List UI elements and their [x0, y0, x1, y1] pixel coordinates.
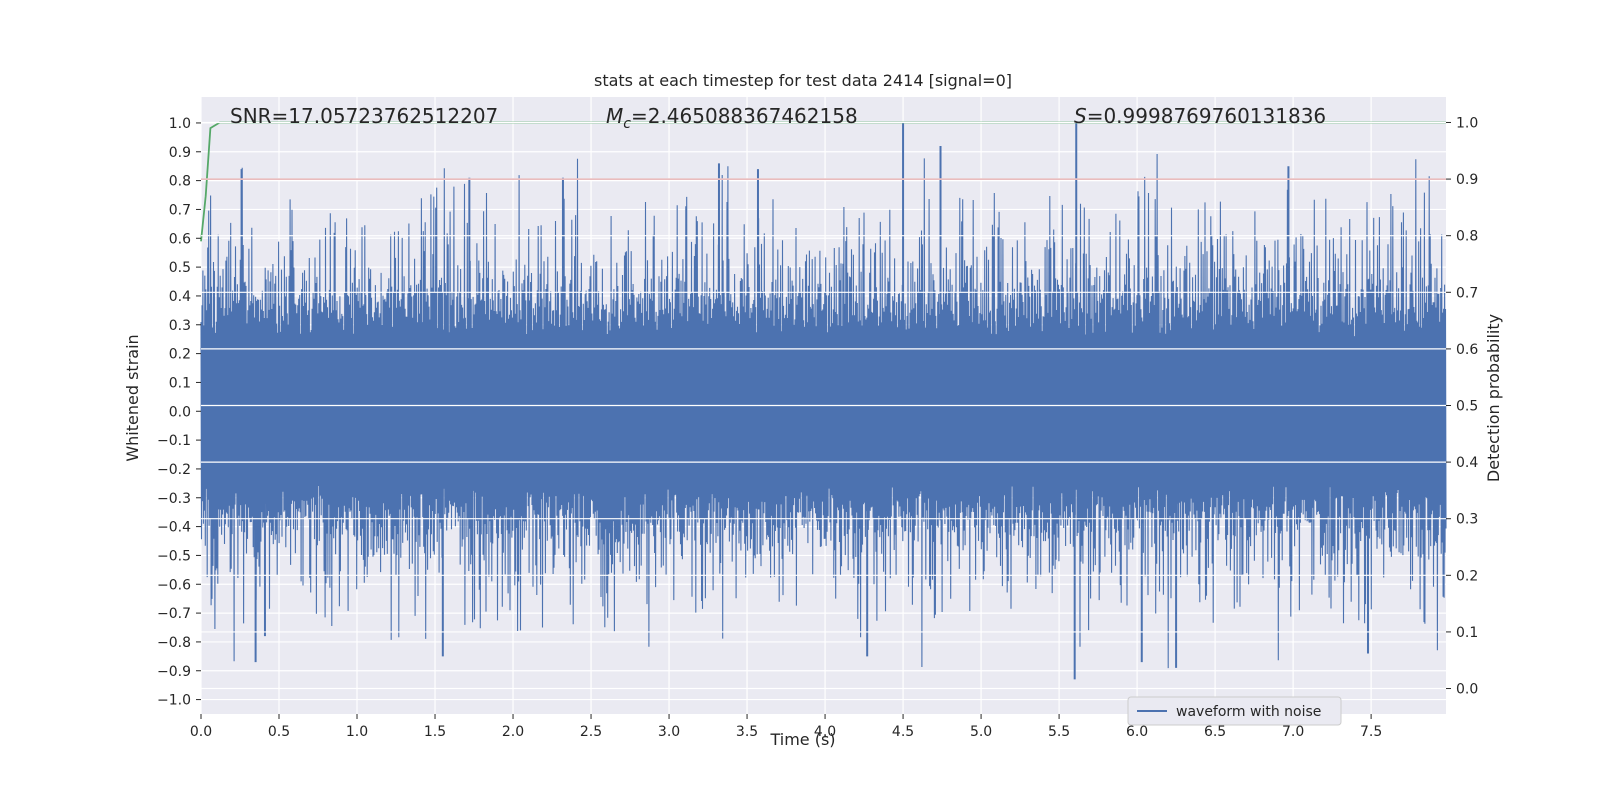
y-left-tick-label: 1.0	[169, 116, 191, 132]
y-right-tick-label: 0.0	[1456, 682, 1478, 698]
y-left-tick-label: 0.8	[169, 174, 191, 190]
y-left-tick-label: −0.2	[157, 462, 191, 478]
x-tick-label: 3.5	[736, 724, 758, 740]
chirp-mass-annotation: Mc=2.465088367462158	[606, 104, 858, 132]
x-tick-label: 0.0	[190, 724, 212, 740]
y-left-tick-label: 0.9	[169, 145, 191, 161]
x-tick-label: 7.5	[1360, 724, 1382, 740]
x-axis-ticks: 0.0 0.5 1.0 1.5 2.0 2.5 3.0 3.5 4.0 4.5 5.0 5.5 6.0 6…	[190, 714, 1382, 740]
x-axis-label: Time (s)	[769, 730, 835, 749]
y-right-tick-label: 0.2	[1456, 568, 1478, 584]
x-tick-label: 3.0	[658, 724, 680, 740]
y-left-tick-label: −0.4	[157, 520, 191, 536]
x-tick-label: 6.0	[1126, 724, 1148, 740]
x-tick-label: 0.5	[268, 724, 290, 740]
y-left-tick-label: −1.0	[157, 693, 191, 709]
y-left-tick-label: −0.3	[157, 491, 191, 507]
y-left-tick-label: 0.1	[169, 375, 191, 391]
x-tick-label: 1.0	[346, 724, 368, 740]
grid-overlay	[201, 121, 1446, 690]
y-right-axis-ticks: 1.0 0.9 0.8 0.7 0.6 0.5 0.4 0.3 0.2 0.1 0.0	[1446, 115, 1478, 698]
y-left-tick-label: 0.6	[169, 231, 191, 247]
y-left-tick-label: 0.3	[169, 318, 191, 334]
x-tick-label: 1.5	[424, 724, 446, 740]
x-tick-label: 6.5	[1204, 724, 1226, 740]
s-value: =0.9998769760131836	[1087, 104, 1326, 128]
y-left-tick-label: −0.5	[157, 548, 191, 564]
y-right-tick-label: 0.7	[1456, 285, 1478, 301]
legend-entry: waveform with noise	[1176, 704, 1321, 720]
x-tick-label: 2.0	[502, 724, 524, 740]
y-left-axis-ticks: 1.0 0.9 0.8 0.7 0.6 0.5 0.4 0.3 0.2 0.1 0.0 −0.1 −0.…	[157, 116, 201, 709]
y-left-tick-label: −0.8	[157, 635, 191, 651]
waveform-spikes	[240, 122, 1369, 680]
snr-annotation: SNR=17.05723762512207	[230, 104, 498, 128]
x-tick-label: 4.0	[814, 724, 836, 740]
mc-symbol: M	[606, 104, 623, 128]
y-left-tick-label: −0.7	[157, 606, 191, 622]
s-symbol: S	[1074, 104, 1087, 128]
y-left-tick-label: 0.7	[169, 202, 191, 218]
y-left-tick-label: −0.1	[157, 433, 191, 449]
y-left-tick-label: −0.6	[157, 577, 191, 593]
legend: waveform with noise	[1127, 696, 1342, 726]
y-right-axis-label: Detection probability	[1484, 314, 1503, 482]
y-left-tick-label: 0.5	[169, 260, 191, 276]
y-right-tick-label: 0.3	[1456, 512, 1478, 528]
x-tick-label: 5.5	[1048, 724, 1070, 740]
x-tick-label: 2.5	[580, 724, 602, 740]
mc-subscript: c	[623, 116, 631, 132]
mc-value: =2.465088367462158	[631, 104, 858, 128]
y-left-axis-label: Whitened strain	[123, 334, 142, 461]
x-tick-label: 7.0	[1282, 724, 1304, 740]
series-waveform-with-noise	[200, 153, 1447, 669]
legend-box	[1127, 696, 1342, 726]
s-annotation: S=0.9998769760131836	[1074, 104, 1326, 128]
x-tick-label: 5.0	[970, 724, 992, 740]
chart-title: stats at each timestep for test data 241…	[594, 71, 1012, 90]
y-right-tick-label: 0.6	[1456, 342, 1478, 358]
y-left-tick-label: 0.2	[169, 347, 191, 363]
y-right-tick-label: 0.1	[1456, 625, 1478, 641]
y-right-tick-label: 0.9	[1456, 172, 1478, 188]
y-left-tick-label: 0.4	[169, 289, 191, 305]
y-left-tick-label: −0.9	[157, 664, 191, 680]
x-tick-label: 4.5	[892, 724, 914, 740]
y-right-tick-label: 0.4	[1456, 455, 1478, 471]
y-left-tick-label: 0.0	[169, 404, 191, 420]
y-right-tick-label: 1.0	[1456, 115, 1478, 131]
y-right-tick-label: 0.5	[1456, 399, 1478, 415]
y-right-tick-label: 0.8	[1456, 229, 1478, 245]
